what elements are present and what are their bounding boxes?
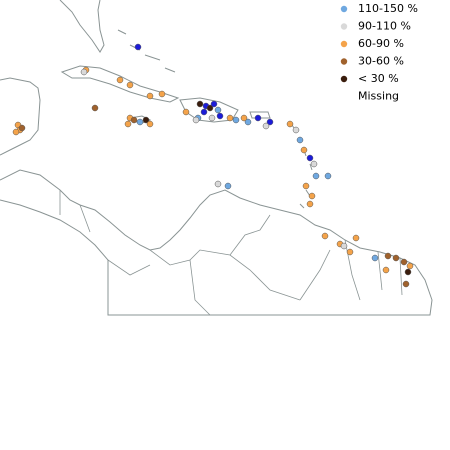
- station-dot: [232, 116, 240, 124]
- station-dot: [340, 242, 348, 250]
- station-dot: [382, 266, 390, 274]
- station-dot: [136, 118, 144, 126]
- station-dot: [142, 116, 150, 124]
- station-dot: [134, 43, 142, 51]
- stations: [12, 43, 414, 288]
- legend: 110-150 % 90-110 % 60-90 % 30-60 % < 30 % Mis…: [340, 2, 418, 103]
- station-dot: [124, 120, 132, 128]
- station-dot: [302, 182, 310, 190]
- station-dot: [306, 200, 314, 208]
- station-dot: [146, 120, 154, 128]
- station-dot: [200, 108, 208, 116]
- station-dot: [130, 116, 138, 124]
- legend-label: 30-60 %: [358, 55, 404, 68]
- legend-marker: [340, 5, 348, 13]
- legend-label: < 30 %: [358, 72, 399, 85]
- station-dot: [244, 118, 252, 126]
- legend-label: 60-90 %: [358, 37, 404, 50]
- station-dot: [346, 248, 354, 256]
- lesser-antilles: [289, 121, 313, 209]
- station-dot: [91, 104, 99, 112]
- station-dot: [210, 100, 218, 108]
- bahamas: [117, 29, 176, 73]
- station-dot: [254, 114, 262, 122]
- country-borders: [59, 190, 403, 316]
- station-dot: [392, 254, 400, 262]
- station-dot: [308, 192, 316, 200]
- legend-label: 90-110 %: [358, 20, 411, 33]
- station-dot: [146, 92, 154, 100]
- station-dot: [404, 268, 412, 276]
- station-dot: [286, 120, 294, 128]
- puerto-rico: [249, 111, 271, 119]
- station-dot: [262, 122, 270, 130]
- station-dot: [371, 254, 379, 262]
- station-dot: [406, 262, 414, 270]
- station-dot: [80, 68, 88, 76]
- station-dot: [324, 172, 332, 180]
- station-dot: [208, 114, 216, 122]
- station-dot: [196, 100, 204, 108]
- station-dot: [226, 114, 234, 122]
- legend-marker: [340, 40, 348, 48]
- station-dot: [18, 124, 26, 132]
- station-dot: [126, 81, 134, 89]
- legend-label: Missing: [358, 90, 399, 103]
- station-dot: [182, 108, 190, 116]
- station-dot: [312, 172, 320, 180]
- station-dot: [116, 76, 124, 84]
- station-dot: [192, 116, 200, 124]
- station-dot: [321, 232, 329, 240]
- station-dot: [240, 114, 248, 122]
- station-dot: [214, 106, 222, 114]
- station-dot: [402, 280, 410, 288]
- station-dot: [384, 252, 392, 260]
- florida: [59, 0, 105, 53]
- station-dot: [352, 234, 360, 242]
- legend-marker: [340, 75, 348, 83]
- station-dot: [300, 146, 308, 154]
- legend-marker: [340, 58, 348, 65]
- station-dot: [224, 182, 232, 190]
- station-dot: [266, 118, 274, 126]
- station-dot: [216, 112, 224, 120]
- station-dot: [310, 160, 318, 168]
- legend-marker: [340, 23, 348, 30]
- station-dot: [158, 90, 166, 98]
- station-dot: [296, 136, 304, 144]
- station-dot: [206, 104, 214, 112]
- central-america: [0, 169, 433, 316]
- station-dot: [214, 180, 222, 188]
- station-dot: [292, 126, 300, 134]
- station-dot: [306, 154, 314, 162]
- legend-label: 110-150 %: [358, 2, 418, 15]
- station-dot: [400, 258, 408, 266]
- gulf-coast: [0, 77, 41, 156]
- station-dot: [12, 128, 20, 136]
